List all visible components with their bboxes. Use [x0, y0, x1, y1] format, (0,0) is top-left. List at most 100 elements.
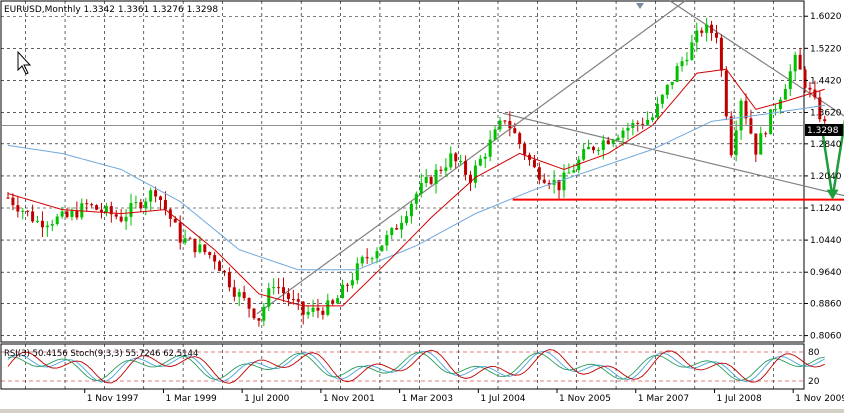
candle-body — [124, 216, 128, 222]
rsi-line — [7, 349, 825, 384]
candle-body — [562, 172, 566, 191]
candle-body — [483, 156, 487, 159]
trendline — [502, 112, 844, 197]
candle-body — [85, 203, 89, 205]
candles — [6, 17, 827, 327]
candle-body — [40, 220, 44, 228]
candle-body — [405, 216, 409, 223]
y-tick-label: 0.9640 — [810, 268, 842, 278]
shift-marker-icon[interactable] — [636, 3, 644, 9]
trendline — [256, 0, 686, 315]
candle-body — [26, 210, 30, 212]
candle-body — [252, 308, 256, 319]
y-tick-label: 1.5220 — [810, 44, 842, 54]
candle-body — [154, 190, 158, 197]
candle-body — [173, 218, 177, 223]
candle-body — [341, 284, 345, 299]
candle-body — [823, 119, 827, 122]
candle-body — [675, 66, 679, 82]
trendlines — [256, 0, 844, 315]
candle-body — [744, 100, 748, 119]
candle-body — [488, 139, 492, 157]
candle-body — [291, 299, 295, 301]
grid — [1, 1, 804, 389]
blue-moving-average — [7, 104, 825, 271]
red-moving-average — [7, 68, 825, 307]
candle-body — [390, 228, 394, 235]
candle-body — [749, 118, 753, 134]
candle-body — [213, 255, 217, 262]
candle-body — [395, 228, 399, 230]
candle-body — [227, 272, 231, 288]
candle-body — [218, 261, 222, 271]
candle-body — [695, 30, 699, 43]
forecast-mid-arrowhead — [826, 189, 839, 200]
stoch-signal-line — [7, 352, 825, 381]
x-tick-label: 1 Mar 2003 — [402, 394, 453, 404]
candle-body — [690, 42, 694, 60]
candle-body — [434, 169, 438, 184]
candle-body — [468, 174, 472, 183]
candle-body — [636, 122, 640, 124]
x-tick-label: 1 Nov 2001 — [323, 394, 375, 404]
candle-body — [104, 206, 108, 212]
candle-body — [596, 149, 600, 151]
candle-body — [813, 89, 817, 98]
candle-body — [163, 200, 167, 210]
candle-body — [577, 159, 581, 171]
candle-body — [783, 88, 787, 100]
candle-body — [385, 234, 389, 246]
candle-body — [508, 120, 512, 129]
candle-body — [503, 120, 507, 122]
candle-body — [764, 133, 768, 135]
x-tick-label: 1 Jul 2008 — [716, 394, 761, 404]
candle-body — [498, 120, 502, 130]
candle-body — [267, 288, 271, 307]
candle-body — [537, 167, 541, 180]
candle-body — [774, 109, 778, 111]
candle-body — [55, 216, 59, 225]
x-tick-label: 1 Mar 2007 — [638, 394, 689, 404]
candle-body — [454, 153, 458, 162]
candle-body — [719, 37, 723, 71]
candle-body — [247, 298, 251, 309]
candle-body — [232, 287, 236, 297]
candle-body — [144, 201, 148, 209]
candle-body — [808, 87, 812, 90]
candle-body — [277, 287, 281, 289]
candle-body — [651, 117, 655, 120]
candle-body — [670, 81, 674, 85]
candle-body — [242, 292, 246, 299]
candle-body — [360, 257, 364, 264]
candle-body — [336, 298, 340, 304]
indicator-plot-area — [0, 343, 805, 390]
candle-body — [611, 140, 615, 144]
candle-body — [660, 94, 664, 104]
y-tick-label: 0.8060 — [810, 332, 842, 342]
x-tick-label: 1 Nov 2005 — [559, 394, 611, 404]
candle-body — [139, 202, 143, 209]
overlays — [1, 118, 844, 201]
current-price-tag: 1.3298 — [807, 126, 839, 136]
candle-body — [21, 210, 25, 212]
candle-body — [685, 59, 689, 62]
candle-body — [345, 284, 349, 286]
candle-body — [36, 220, 40, 222]
candle-body — [424, 176, 428, 183]
candle-body — [759, 133, 763, 155]
candle-body — [80, 203, 84, 218]
candle-body — [75, 210, 79, 218]
x-tick-label: 1 Nov 2009 — [795, 394, 844, 404]
candle-body — [60, 211, 64, 217]
candle-body — [311, 307, 315, 312]
x-tick-label: 1 Jul 2000 — [244, 394, 289, 404]
candle-body — [114, 214, 118, 217]
candle-body — [272, 287, 276, 289]
candle-body — [729, 116, 733, 156]
candle-body — [542, 179, 546, 183]
x-tick-label: 1 Mar 1999 — [165, 394, 217, 404]
candle-body — [818, 97, 822, 120]
candle-body — [301, 301, 305, 315]
